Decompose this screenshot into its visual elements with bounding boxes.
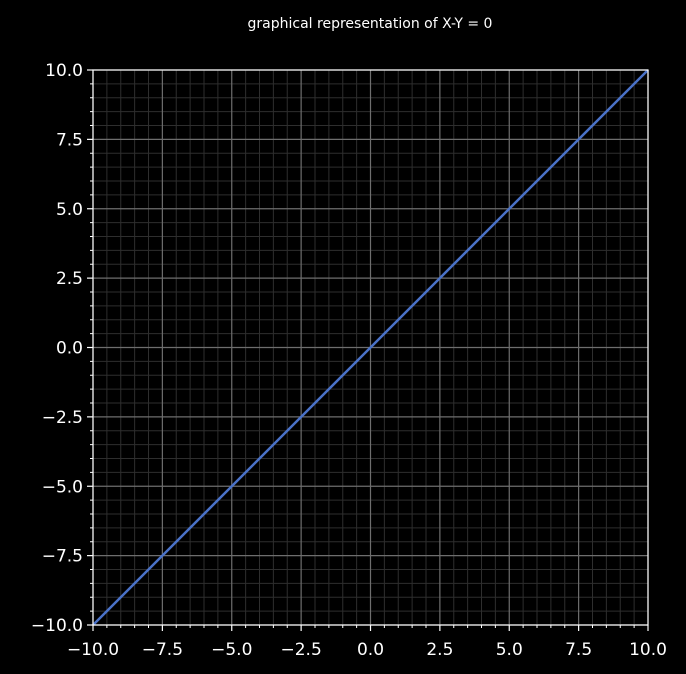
x-tick-label: −10.0 xyxy=(67,640,119,660)
chart-title: graphical representation of X-Y = 0 xyxy=(248,16,493,32)
y-tick-label: −2.5 xyxy=(42,408,83,428)
x-tick-label: −7.5 xyxy=(142,640,183,660)
x-axis-tick-labels: −10.0 −7.5 −5.0 −2.5 0.0 2.5 5.0 7.5 10.0 xyxy=(67,640,667,660)
series-layer xyxy=(92,69,649,626)
x-tick-label: 10.0 xyxy=(629,640,667,660)
x-tick-label: 0.0 xyxy=(357,640,384,660)
y-tick-label: −7.5 xyxy=(42,547,83,567)
y-tick-label: 5.0 xyxy=(56,200,83,220)
series-line xyxy=(92,69,649,626)
tick-marks xyxy=(87,69,649,631)
y-tick-label: −5.0 xyxy=(42,477,83,497)
x-tick-label: 5.0 xyxy=(496,640,523,660)
x-tick-label: 7.5 xyxy=(565,640,592,660)
x-tick-label: −5.0 xyxy=(211,640,252,660)
y-tick-label: 2.5 xyxy=(56,269,83,289)
y-tick-label: 0.0 xyxy=(56,339,83,359)
y-tick-label: 10.0 xyxy=(45,61,83,81)
x-tick-label: −2.5 xyxy=(280,640,321,660)
x-tick-label: 2.5 xyxy=(426,640,453,660)
y-tick-label: 7.5 xyxy=(56,130,83,150)
y-tick-label: −10.0 xyxy=(31,616,83,636)
y-axis-tick-labels: −10.0 −7.5 −5.0 −2.5 0.0 2.5 5.0 7.5 10.0 xyxy=(31,61,83,636)
